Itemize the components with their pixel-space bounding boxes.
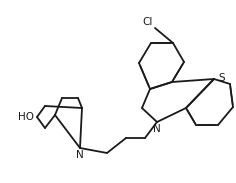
Text: N: N xyxy=(153,124,161,134)
Text: HO: HO xyxy=(18,112,34,122)
Text: S: S xyxy=(218,73,225,83)
Text: N: N xyxy=(76,150,84,160)
Text: Cl: Cl xyxy=(143,17,153,27)
